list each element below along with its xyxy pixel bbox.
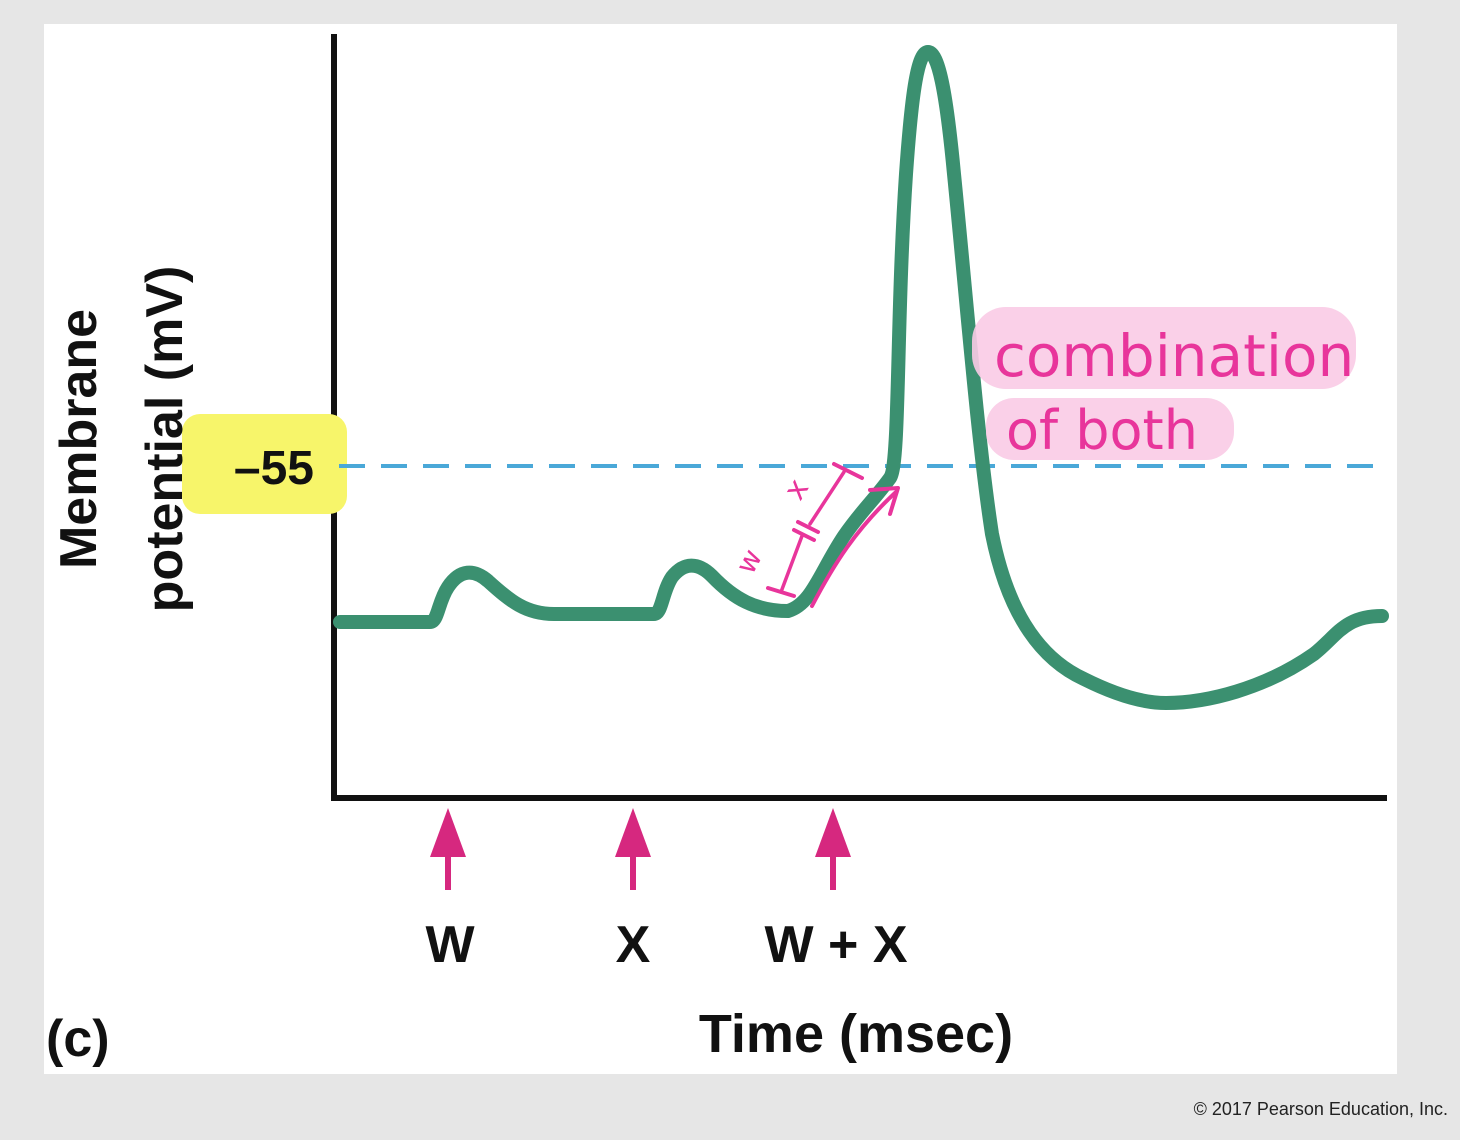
segment-label-w: w <box>729 544 769 580</box>
stimulus-arrow-x <box>615 808 651 890</box>
rising-arrowhead <box>868 486 900 516</box>
segment-label-x: x <box>777 473 816 507</box>
membrane-potential-line <box>333 45 1389 710</box>
y-axis-title-line-1: Membrane <box>50 309 108 569</box>
x-axis-title: Time (msec) <box>699 1004 1013 1064</box>
stimulus-label-wx: W + X <box>764 916 907 974</box>
stimulus-arrow-wx <box>815 808 851 890</box>
handwritten-annotations: combination of both w x <box>729 307 1356 608</box>
threshold-highlight <box>182 414 347 514</box>
bracket-tick-top <box>832 462 864 480</box>
callout-line-2: of both <box>1006 399 1198 462</box>
figure-card: –55 W X W + X Time (msec) Membran <box>44 24 1397 1074</box>
stimulus-arrows <box>430 808 851 890</box>
callout-highlight-1 <box>972 307 1356 389</box>
stimulus-label-x: X <box>616 916 651 974</box>
y-axis-title-line-2: potential (mV) <box>136 266 194 613</box>
stimulus-label-w: W <box>425 916 475 974</box>
bracket-x <box>808 470 846 526</box>
panel-label: (c) <box>46 1010 110 1068</box>
bracket-tick-mid-1 <box>792 528 816 542</box>
callout-highlight-2 <box>986 398 1234 460</box>
copyright-notice: © 2017 Pearson Education, Inc. <box>1193 1099 1448 1119</box>
threshold-tick-label: –55 <box>234 442 314 495</box>
bracket-w <box>779 534 804 594</box>
rising-arrow <box>810 490 898 608</box>
stimulus-arrow-w <box>430 808 466 890</box>
threshold: –55 <box>182 414 1384 514</box>
bracket-tick-mid-2 <box>796 520 820 534</box>
callout-line-1: combination <box>994 322 1354 390</box>
chart: –55 W X W + X Time (msec) Membran <box>46 34 1389 1068</box>
